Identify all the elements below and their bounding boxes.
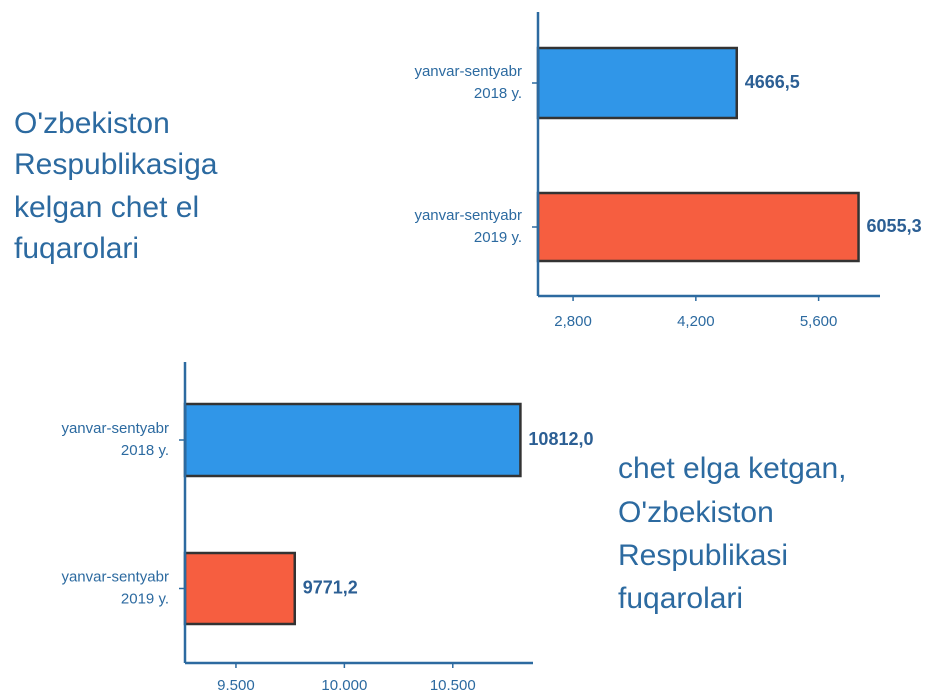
chart-title: fuqarolari (14, 232, 139, 265)
category-label: yanvar-sentyabr (61, 568, 169, 585)
value-label: 4666,5 (745, 72, 800, 92)
x-tick-label: 5,600 (800, 313, 838, 330)
category-label: yanvar-sentyabr (61, 420, 169, 437)
category-label: yanvar-sentyabr (414, 207, 522, 224)
chart-title: fuqarolari (618, 582, 743, 615)
category-label: yanvar-sentyabr (414, 63, 522, 80)
chart-title: O'zbekiston (14, 107, 170, 140)
bar (183, 551, 297, 626)
value-label: 6055,3 (867, 216, 922, 236)
category-label: 2019 y. (474, 229, 522, 246)
category-label: 2019 y. (121, 590, 169, 607)
x-tick-label: 10.500 (430, 677, 476, 694)
bar (536, 46, 739, 120)
x-tick-label: 2,800 (554, 313, 592, 330)
bar (536, 191, 860, 263)
chart-title: Respublikasiga (14, 148, 218, 181)
chart-title: kelgan chet el (14, 191, 199, 224)
category-label: 2018 y. (121, 442, 169, 459)
bar (183, 402, 522, 478)
value-label: 10812,0 (528, 429, 593, 449)
chart-title: O'zbekiston (618, 496, 774, 529)
category-label: 2018 y. (474, 85, 522, 102)
chart-title: Respublikasi (618, 539, 788, 572)
value-label: 9771,2 (303, 577, 358, 597)
chart-title: chet elga ketgan, (618, 452, 847, 485)
x-tick-label: 10.000 (321, 677, 367, 694)
x-tick-label: 9.500 (217, 677, 255, 694)
x-tick-label: 4,200 (677, 313, 715, 330)
